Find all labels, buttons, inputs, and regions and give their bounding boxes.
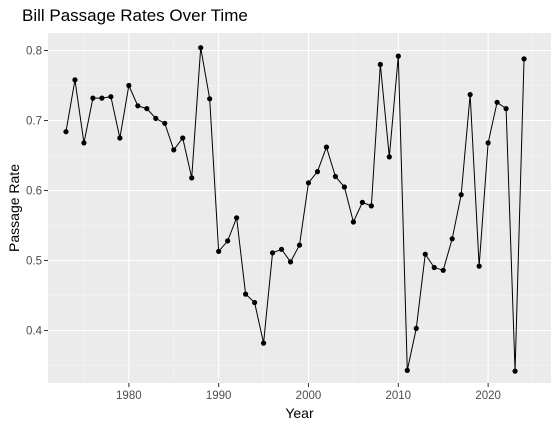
series-line: [65, 47, 525, 372]
data-point: [180, 135, 186, 141]
chart-title: Bill Passage Rates Over Time: [22, 6, 248, 25]
data-point: [278, 246, 285, 252]
data-point: [323, 144, 330, 150]
data-point: [422, 251, 428, 257]
data-point: [251, 299, 258, 306]
x-tick-label: 1980: [116, 390, 142, 402]
tick-labels: 1980 1990 2000 2010 2020 0.4 0.5 0.6 0.7 0.8: [26, 46, 501, 403]
y-tick-label: 0.7: [26, 116, 42, 128]
x-tick-label: 2020: [475, 390, 501, 402]
data-point: [108, 94, 114, 100]
data-point: [225, 238, 231, 244]
data-point: [521, 56, 527, 62]
data-point: [269, 250, 276, 256]
data-point: [404, 367, 410, 373]
data-point: [72, 77, 78, 83]
data-point: [449, 236, 455, 242]
data-point: [63, 129, 69, 135]
data-point: [431, 264, 437, 271]
data-point: [162, 120, 168, 126]
data-point: [234, 215, 240, 221]
data-point: [377, 61, 383, 68]
y-tick-label: 0.8: [26, 46, 42, 58]
data-point: [287, 259, 294, 265]
data-point: [332, 173, 339, 180]
data-point: [350, 219, 356, 225]
data-point: [189, 175, 195, 181]
data-point: [503, 106, 509, 112]
y-tick-label: 0.5: [26, 256, 42, 268]
data-point: [440, 267, 446, 273]
y-tick-label: 0.6: [26, 186, 42, 198]
data-point: [512, 368, 518, 374]
data-point: [395, 53, 401, 59]
major-gridlines: [48, 33, 551, 383]
y-axis-title: Passage Rate: [6, 164, 22, 252]
x-axis-title: Year: [285, 405, 314, 421]
data-point: [216, 248, 222, 254]
data-point: [243, 291, 249, 297]
data-point: [359, 199, 365, 205]
minor-gridlines: [48, 33, 551, 383]
y-tick-label: 0.4: [26, 326, 43, 338]
data-point: [494, 99, 500, 105]
data-point: [135, 103, 141, 109]
data-point: [476, 263, 482, 269]
data-point: [198, 45, 204, 51]
data-point: [314, 169, 321, 175]
data-point: [386, 154, 392, 160]
data-point: [305, 180, 312, 186]
data-point: [81, 140, 87, 146]
data-point: [99, 95, 105, 101]
data-point: [90, 95, 96, 101]
data-point: [296, 242, 303, 248]
data-point: [341, 184, 348, 190]
data-point: [171, 147, 177, 153]
data-point: [467, 92, 473, 98]
data-point: [207, 96, 213, 102]
data-point: [413, 325, 419, 331]
data-point: [260, 340, 267, 346]
data-point: [144, 106, 150, 112]
data-point: [117, 135, 123, 141]
x-tick-label: 2010: [386, 390, 412, 402]
series-layer: [63, 45, 527, 374]
data-point: [153, 115, 159, 121]
x-tick-label: 2000: [296, 390, 322, 402]
axis-ticks: [44, 50, 489, 387]
data-point: [368, 203, 374, 209]
data-point: [458, 192, 464, 198]
x-tick-label: 1990: [206, 390, 232, 402]
data-point: [126, 82, 132, 89]
data-point: [485, 140, 491, 146]
